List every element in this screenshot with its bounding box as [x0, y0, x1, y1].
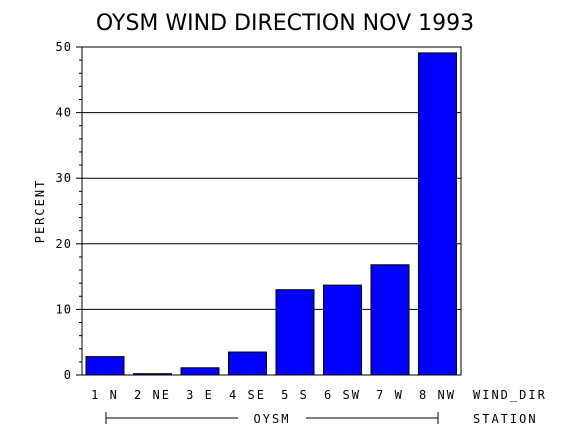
y-tick-label: 50	[56, 40, 72, 54]
x-tick-label: 6 SW	[324, 388, 361, 402]
bar-6-sw	[323, 284, 362, 376]
x-tick-label: 4 SE	[229, 388, 266, 402]
y-tick-label: 40	[56, 106, 72, 120]
y-tick-label: 20	[56, 237, 72, 251]
y-tick-label: 30	[56, 171, 72, 185]
x-tick-label: 2 NE	[134, 388, 171, 402]
y-tick-label: 10	[56, 302, 72, 316]
x-axis: 1 N 2 NE 3 E 4 SE 5 S 6 SW 7 W 8 NW	[91, 388, 456, 402]
y-tick-label: 0	[64, 368, 72, 382]
group-name: OYSM	[254, 412, 291, 426]
x-tick-label: 7 W	[376, 388, 404, 402]
y-axis: 0 10 20 30 40 50	[56, 40, 82, 382]
bar-4-se	[228, 351, 267, 376]
group-axis-label: STATION	[473, 412, 538, 426]
group-axis: OYSM	[105, 412, 439, 426]
y-axis-label: PERCENT	[33, 179, 47, 244]
plot-frame	[81, 46, 462, 376]
bar-1-n	[85, 356, 125, 376]
bar-8-nw	[418, 52, 457, 376]
x-tick-label: 1 N	[91, 388, 119, 402]
x-axis-label: WIND_DIR	[473, 388, 547, 402]
x-tick-label: 3 E	[186, 388, 214, 402]
chart-title: OYSM WIND DIRECTION NOV 1993	[96, 11, 474, 36]
bar-7-w	[370, 264, 410, 376]
x-tick-label: 8 NW	[419, 388, 456, 402]
x-tick-label: 5 S	[281, 388, 309, 402]
bar-5-s	[275, 289, 315, 376]
bar-3-e	[180, 367, 220, 376]
bars	[85, 52, 457, 376]
